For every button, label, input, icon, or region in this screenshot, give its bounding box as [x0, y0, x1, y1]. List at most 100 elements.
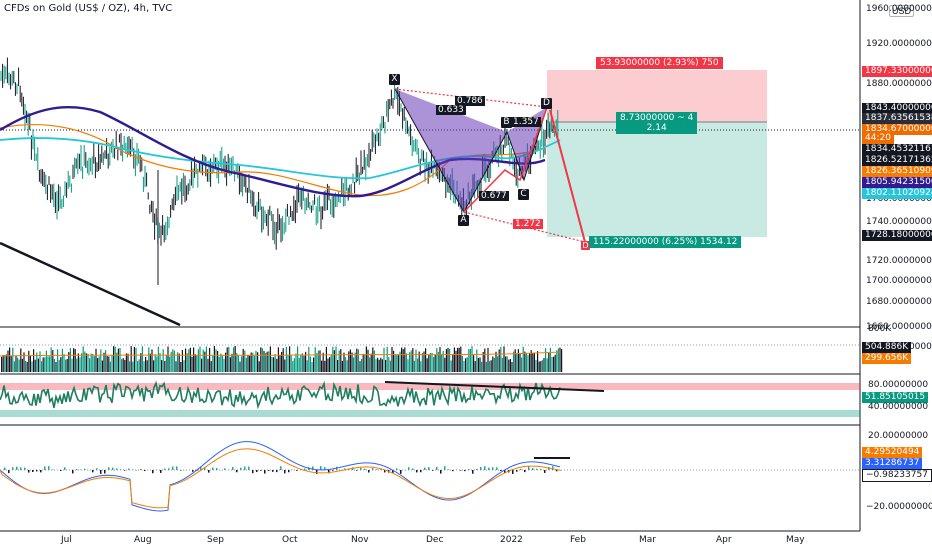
volume-bar [545, 348, 547, 372]
volume-bar [561, 349, 563, 372]
macd-hist-bar [420, 470, 422, 473]
macd-hist-bar [524, 470, 526, 473]
volume-bar [93, 356, 95, 372]
price-candles [0, 57, 559, 285]
volume-bar [135, 347, 137, 372]
volume-bar [362, 353, 364, 372]
rsi-line [0, 380, 561, 410]
macd-hist-bar [84, 468, 86, 470]
volume-bar [549, 347, 551, 372]
volume-bar [423, 351, 425, 372]
volume-bar [15, 355, 17, 372]
volume-bar [199, 346, 201, 372]
price-tag: 1897.33000000 [862, 66, 932, 77]
volume-bar [228, 346, 230, 372]
volume-bar [242, 348, 244, 372]
volume-bar [554, 354, 556, 372]
macd-hist-bar [36, 470, 38, 472]
currency-button[interactable]: USD [889, 5, 915, 17]
volume-bar [335, 346, 337, 372]
volume-bar [492, 356, 494, 372]
rsi-trend-line [384, 381, 605, 392]
volume-bar [482, 351, 484, 372]
volume-bar [250, 352, 252, 372]
volume-bar [77, 353, 79, 372]
volume-bar [485, 361, 487, 372]
volume-bar [489, 361, 491, 372]
volume-bar [289, 346, 291, 372]
volume-bar [377, 357, 379, 372]
time-axis-label: Sep [207, 535, 224, 545]
volume-bar [409, 352, 411, 372]
sma-cyan-line [0, 137, 561, 180]
macd-hist-bar [312, 466, 314, 470]
volume-bar [378, 359, 380, 372]
volume-bar [221, 355, 223, 372]
volume-bar [433, 357, 435, 372]
volume-bar [314, 347, 316, 372]
time-axis-label: Mar [639, 535, 656, 545]
volume-bar [498, 349, 500, 372]
volume-bar [148, 347, 150, 372]
macd-hist-bar [552, 466, 554, 470]
volume-bar [121, 359, 123, 372]
volume-bar [212, 355, 214, 372]
volume-bar [388, 357, 390, 372]
volume-bar [367, 349, 369, 372]
volume-bar [218, 356, 220, 372]
rsi-path [0, 380, 561, 410]
volume-bar [268, 351, 270, 372]
volume-bar [81, 353, 83, 372]
price-axis-label: 1760.00000000 [866, 194, 932, 204]
macd-line [0, 441, 561, 512]
volume-bar [95, 348, 97, 372]
volume-bar [311, 361, 313, 372]
volume-bar [415, 349, 417, 372]
macd-hist-bar [416, 470, 418, 473]
time-axis-label: Oct [282, 535, 298, 545]
volume-bar [493, 357, 495, 372]
macd-hist-bar [504, 470, 506, 474]
macd-axis-bottom: −20.00000000 [866, 502, 932, 512]
volume-bar [12, 347, 14, 372]
volume-bar [461, 355, 463, 372]
volume-bar [506, 356, 508, 372]
volume-bar [217, 350, 219, 372]
volume-bar [357, 349, 359, 372]
volume-bars [1, 346, 563, 372]
volume-bar [397, 355, 399, 372]
macd-hist-bar [280, 466, 282, 470]
volume-bar [333, 350, 335, 372]
volume-bar [522, 346, 524, 372]
volume-axis-label: 800K [868, 324, 892, 334]
volume-bar [281, 351, 283, 372]
price-axis-label: 1960.00000000 [866, 4, 932, 14]
volume-bar [13, 361, 15, 372]
volume-bar [79, 357, 81, 372]
volume-bar [239, 361, 241, 372]
macd-hist-bar [268, 470, 270, 471]
volume-bar [161, 360, 163, 372]
volume-bar [530, 350, 532, 372]
volume-bar [225, 352, 227, 372]
volume-bar [119, 347, 121, 372]
volume-bar [146, 360, 148, 372]
macd-hist-bar [48, 466, 50, 470]
volume-bar [132, 361, 134, 372]
macd-hist-bar [276, 470, 278, 473]
macd-hist-bar [440, 470, 442, 474]
volume-bar [313, 357, 315, 372]
volume-bar [517, 349, 519, 372]
volume-bar [297, 346, 299, 372]
price-tag: 1826.36510909 [862, 166, 932, 177]
volume-bar [37, 358, 39, 372]
volume-bar [365, 346, 367, 372]
volume-bar [319, 350, 321, 372]
volume-bar [469, 348, 471, 372]
pattern-xab-fill [395, 89, 507, 212]
macd-hist-tag: −0.98233757 [862, 469, 932, 482]
rsi-value-tag: 51.85105015 [862, 392, 929, 403]
volume-bar [181, 350, 183, 372]
volume-bar [204, 351, 206, 372]
